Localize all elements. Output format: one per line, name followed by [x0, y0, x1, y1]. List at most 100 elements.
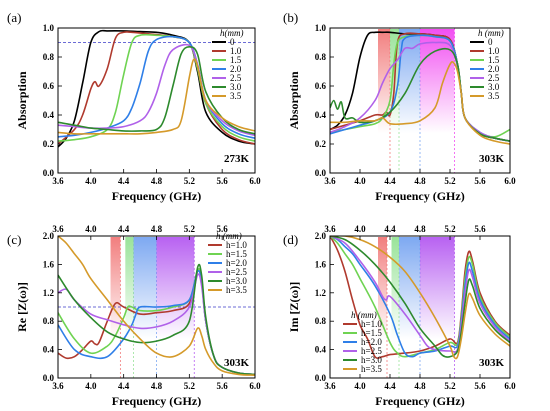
frequency-band: [378, 237, 387, 340]
legend-entry: h=2.5: [361, 346, 382, 356]
top-x-tick-label: 4.8: [151, 224, 163, 234]
frequency-band: [420, 237, 455, 340]
top-x-tick-label: 4.0: [354, 224, 366, 234]
x-tick-label: 4.0: [85, 381, 97, 391]
top-x-tick-label: 4.8: [414, 224, 426, 234]
top-x-tick-label: 4.4: [118, 224, 130, 234]
y-tick-label: 1.2: [315, 288, 327, 298]
x-axis-label: Frequency (GHz): [375, 394, 464, 408]
y-axis-label: Re [Z(ω)]: [15, 282, 29, 332]
series-line-h3.0: [58, 263, 255, 376]
x-tick-label: 4.8: [151, 381, 163, 391]
series-line-0: [58, 29, 255, 148]
x-axis-label: Frequency (GHz): [112, 394, 201, 408]
top-x-tick-label: 3.6: [52, 224, 64, 234]
series-line-h2.0: [330, 236, 510, 358]
temperature-label: 273K: [224, 153, 250, 165]
legend-title: h (mm): [351, 310, 377, 320]
top-x-tick-label: 3.6: [324, 224, 336, 234]
y-axis-label: Absorption: [15, 71, 29, 129]
x-tick-label: 5.2: [444, 176, 456, 186]
legend-entry: 1.5: [488, 55, 500, 65]
legend-entry: 2.0: [230, 64, 242, 74]
legend-entry: 1.0: [230, 46, 242, 56]
series-group: [58, 29, 255, 148]
x-tick-label: 5.6: [217, 176, 229, 186]
y-tick-label: 0.0: [43, 373, 55, 383]
panel-label: (c): [7, 232, 21, 247]
legend: h (mm)h=1.0h=1.5h=2.0h=2.5h=3.0h=3.5: [208, 231, 247, 295]
series-group: [58, 236, 255, 376]
y-tick-label: 1.6: [43, 259, 55, 269]
x-tick-label: 4.8: [414, 176, 426, 186]
x-tick-label: 3.6: [52, 381, 64, 391]
series-line-3.0: [58, 45, 255, 135]
panel-a: 3.6 4.0 4.4 4.8 5.2 5.6 6.0 0.0 0.2 0.4 0.6 0.8 1.0 F…: [7, 10, 261, 203]
legend-entry: 2.5: [488, 73, 500, 83]
legend-entry: 1.0: [488, 46, 500, 56]
top-x-tick-label: 5.6: [217, 224, 229, 234]
series-line-h3.0: [330, 236, 510, 358]
y-tick-label: 0.8: [43, 316, 55, 326]
legend-title: h(mm): [220, 28, 244, 38]
y-tick-label: 2.0: [315, 231, 327, 241]
top-x-tick-label: 5.2: [184, 224, 196, 234]
frequency-band: [156, 237, 195, 340]
x-tick-label: 4.4: [118, 176, 130, 186]
y-tick-label: 0.8: [315, 316, 327, 326]
x-tick-label: 4.0: [354, 176, 366, 186]
legend-entry: 3.5: [488, 91, 500, 101]
x-axis-label: Frequency (GHz): [112, 189, 201, 203]
legend-entry: h=3.5: [361, 364, 382, 374]
frequency-band: [110, 237, 121, 340]
panel-d: 3.6 4.0 4.4 4.8 5.2 5.6 6.0 3.6 4.0 4.4 4.8 5.2 5.6 0…: [283, 224, 516, 408]
legend-entry: h=1.0: [361, 319, 382, 329]
y-tick-label: 0.2: [43, 139, 55, 149]
series-line-h1.0: [330, 236, 510, 359]
series-line-2.0: [58, 35, 255, 139]
x-tick-label: 4.4: [118, 381, 130, 391]
legend: h (mm)01.01.52.02.53.03.5: [470, 28, 504, 101]
legend-entry: 1.5: [230, 55, 242, 65]
panel-c: 3.6 4.0 4.4 4.8 5.2 5.6 6.0 3.6 4.0 4.4 4.8 5.2 5.6 0…: [7, 224, 261, 408]
y-tick-label: 1.0: [43, 23, 55, 33]
y-tick-label: 0.6: [43, 81, 55, 91]
series-line-3.5: [330, 61, 510, 145]
legend-title: h (mm): [216, 231, 242, 241]
y-tick-label: 0.6: [315, 81, 327, 91]
legend-entry: h=1.0: [226, 240, 247, 250]
y-tick-label: 0.0: [43, 168, 55, 178]
temperature-label: 303K: [479, 153, 505, 165]
legend-entry: h=1.5: [361, 328, 382, 338]
temperature-label: 303K: [224, 357, 250, 369]
top-x-tick-label: 4.0: [85, 224, 97, 234]
y-tick-label: 0.0: [315, 168, 327, 178]
legend-entry: 0: [488, 37, 493, 47]
x-tick-label: 4.8: [151, 176, 163, 186]
frequency-band: [133, 237, 157, 340]
top-x-tick-label: 5.2: [444, 224, 456, 234]
y-tick-label: 0.4: [315, 345, 327, 355]
y-tick-label: 0.8: [315, 52, 327, 62]
top-x-tick-label: 5.6: [474, 224, 486, 234]
legend-entry: h=3.0: [226, 276, 247, 286]
y-axis-label: Im [Z(ω)]: [287, 282, 301, 332]
x-axis-label: Frequency (GHz): [375, 189, 464, 203]
y-tick-label: 2.0: [43, 231, 55, 241]
series-line-h3.5: [58, 236, 255, 376]
x-tick-label: 3.6: [324, 381, 336, 391]
legend-entry: 0: [230, 37, 235, 47]
legend: h (mm)h=1.0h=1.5h=2.0h=2.5h=3.0h=3.5: [343, 310, 382, 374]
panel-label: (b): [283, 10, 298, 25]
panel-label: (d): [283, 232, 298, 247]
y-tick-label: 0.2: [315, 139, 327, 149]
x-tick-label: 4.0: [85, 176, 97, 186]
legend-entry: 2.5: [230, 73, 242, 83]
temperature-label: 303K: [479, 357, 505, 369]
x-tick-label: 5.2: [444, 381, 456, 391]
legend-entry: 3.0: [488, 82, 500, 92]
legend-entry: h=3.5: [226, 285, 247, 295]
x-tick-label: 6.0: [249, 381, 261, 391]
legend-entry: h=3.0: [361, 355, 382, 365]
panel-b: 3.6 4.0 4.4 4.8 5.2 5.6 6.0 0.0 0.2 0.4 0.6 0.8 1.0 F…: [283, 10, 516, 203]
